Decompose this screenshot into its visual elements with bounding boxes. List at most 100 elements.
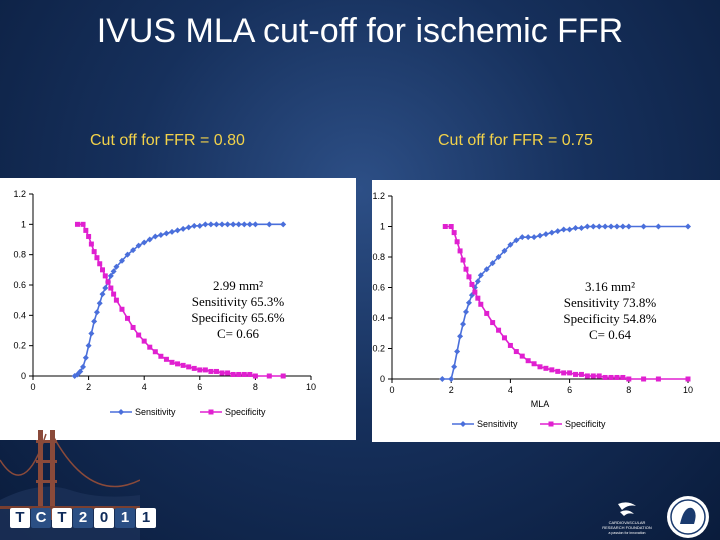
specificity-point	[130, 324, 136, 330]
specificity-point	[83, 227, 89, 233]
sensitivity-point	[619, 223, 626, 230]
specificity-point	[191, 365, 197, 371]
sensitivity-point	[460, 321, 467, 328]
specificity-point	[119, 306, 125, 312]
sensitivity-point	[584, 223, 591, 230]
sensitivity-point	[507, 241, 514, 248]
specificity-point	[463, 266, 469, 272]
specificity-point	[105, 279, 111, 285]
specificity-point	[236, 371, 242, 377]
specificity-point	[513, 349, 519, 355]
annotation-line: Sensitivity 65.3%	[192, 294, 285, 309]
sensitivity-point	[280, 221, 287, 228]
y-tick-label: 0.4	[13, 310, 26, 320]
sensitivity-point	[196, 222, 203, 229]
specificity-point	[507, 342, 513, 348]
specificity-point	[620, 374, 626, 380]
sensitivity-point	[180, 225, 187, 232]
chart-left: 00.20.40.60.811.20 2 4 6 8 102.99 mm²Sensitiv…	[13, 189, 316, 417]
specificity-point	[573, 371, 579, 377]
specificity-point	[175, 361, 181, 367]
sensitivity-point	[525, 234, 532, 241]
specificity-point	[478, 301, 484, 307]
y-tick-label: 0.8	[372, 252, 385, 262]
sensitivity-point	[224, 221, 231, 228]
sensitivity-point	[613, 223, 620, 230]
sensitivity-point	[590, 223, 597, 230]
specificity-point	[125, 315, 131, 321]
specificity-point	[266, 373, 272, 379]
x-tick-label: 0	[30, 382, 35, 392]
specificity-point	[136, 332, 142, 338]
sensitivity-point	[513, 237, 520, 244]
specificity-point	[80, 221, 86, 227]
specificity-point	[549, 367, 555, 373]
sensitivity-point	[463, 308, 469, 315]
sensitivity-point	[118, 257, 125, 264]
sensitivity-point	[554, 228, 561, 235]
tct-letter: 1	[136, 508, 156, 528]
sensitivity-point	[451, 363, 458, 370]
specificity-point	[213, 368, 219, 374]
legend-specificity-marker	[208, 409, 214, 415]
sensitivity-point	[130, 247, 137, 254]
specificity-point	[230, 371, 236, 377]
legend-sensitivity-marker	[460, 421, 466, 427]
tct-letter: 2	[73, 508, 93, 528]
specificity-point	[113, 297, 119, 303]
sensitivity-point	[477, 272, 484, 279]
legend-sensitivity-marker	[118, 409, 124, 415]
sensitivity-point	[96, 300, 103, 307]
sensitivity-point	[655, 223, 662, 230]
y-tick-label: 0.2	[13, 341, 26, 351]
sensitivity-point	[542, 231, 549, 238]
specificity-point	[186, 364, 192, 370]
x-tick-label: 4	[142, 382, 147, 392]
annotation-line: C= 0.66	[217, 326, 260, 341]
specificity-point	[525, 358, 531, 364]
specificity-point	[490, 320, 496, 326]
sensitivity-point	[146, 236, 153, 243]
seal-icon	[667, 496, 709, 538]
tct-letter: 1	[115, 508, 135, 528]
sensitivity-point	[191, 222, 198, 229]
crf-logo: CARDIOVASCULAR RESEARCH FOUNDATION a pas…	[602, 502, 652, 535]
specificity-point	[111, 291, 117, 297]
slide-title: IVUS MLA cut-off for ischemic FFR	[96, 12, 624, 50]
specificity-point	[202, 367, 208, 373]
specificity-point	[91, 249, 97, 255]
sensitivity-point	[548, 229, 555, 236]
specificity-line	[445, 225, 688, 380]
specificity-point	[457, 248, 463, 254]
sensitivity-point	[157, 231, 164, 238]
sensitivity-point	[99, 291, 106, 298]
sensitivity-point	[495, 254, 502, 260]
sensitivity-point	[625, 223, 632, 230]
sensitivity-point	[566, 226, 573, 233]
specificity-point	[163, 356, 169, 362]
specificity-point	[496, 327, 502, 333]
specificity-point	[197, 367, 203, 373]
sensitivity-point	[113, 263, 120, 270]
sensitivity-point	[202, 221, 209, 228]
annotation-line: Specificity 65.6%	[191, 310, 284, 325]
legend-specificity-marker	[548, 421, 554, 427]
y-tick-label: 0.6	[372, 283, 385, 293]
sensitivity-point	[141, 239, 148, 246]
sensitivity-point	[88, 330, 95, 337]
specificity-point	[472, 289, 478, 295]
tct-letter: T	[52, 508, 72, 528]
chart-right-subtitle: Cut off for FFR = 0.75	[438, 132, 593, 149]
sensitivity-point	[102, 285, 109, 292]
x-tick-label: 2	[86, 382, 91, 392]
y-tick-label: 1.2	[13, 189, 26, 199]
specificity-point	[608, 374, 614, 380]
sensitivity-point	[602, 223, 609, 230]
x-tick-label: 10	[683, 385, 693, 395]
x-tick-label: 0	[389, 385, 394, 395]
y-tick-label: 0.2	[372, 344, 385, 354]
sensitivity-point	[124, 251, 131, 258]
sensitivity-point	[80, 363, 87, 370]
x-tick-label: 6	[567, 385, 572, 395]
specificity-point	[460, 257, 466, 263]
